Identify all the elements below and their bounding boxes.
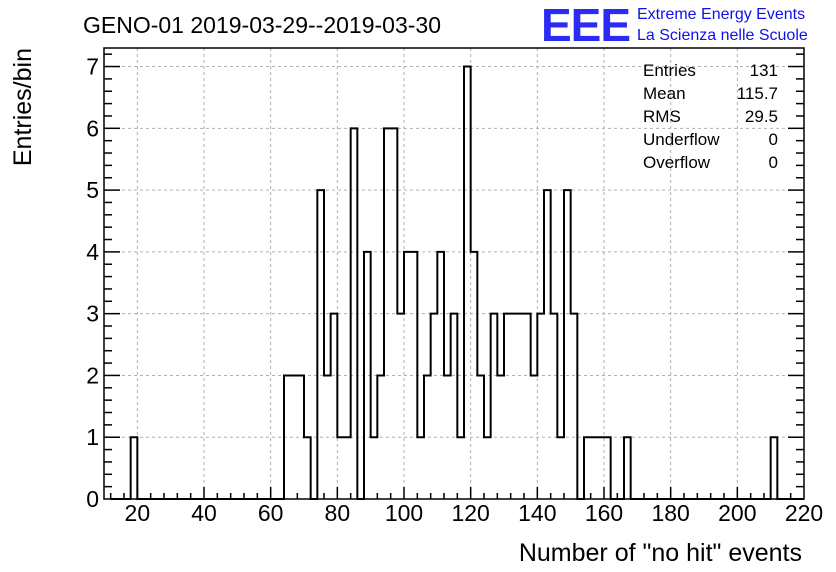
y-tick-label: 2 xyxy=(86,362,99,388)
histogram-bin xyxy=(337,437,344,499)
stats-mean-label: Mean xyxy=(643,84,686,103)
histogram-bin xyxy=(597,437,604,499)
y-tick-label: 7 xyxy=(86,54,99,80)
stats-rms-label: RMS xyxy=(643,107,681,126)
stats-overflow-label: Overflow xyxy=(643,153,711,172)
x-tick-label: 80 xyxy=(325,500,351,526)
stats-mean-value: 115.7 xyxy=(737,84,778,103)
x-tick-label: 120 xyxy=(451,500,489,526)
y-tick-label: 0 xyxy=(86,486,99,512)
stats-overflow-value: 0 xyxy=(769,153,778,172)
x-tick-label: 60 xyxy=(258,500,284,526)
logo-line-2: La Scienza nelle Scuole xyxy=(637,27,808,44)
x-tick-label: 40 xyxy=(191,500,217,526)
stats-rms-value: 29.5 xyxy=(745,107,778,126)
logo-mark: EEE xyxy=(541,0,630,51)
x-tick-label: 100 xyxy=(385,500,423,526)
x-tick-label: 200 xyxy=(718,500,756,526)
stats-entries-label: Entries xyxy=(643,61,696,80)
y-tick-label: 5 xyxy=(86,177,99,203)
histogram-bin xyxy=(344,437,351,499)
stats-underflow-value: 0 xyxy=(769,130,778,149)
x-axis-title: Number of "no hit" events xyxy=(519,539,802,567)
x-tick-label: 160 xyxy=(585,500,623,526)
stats-underflow-label: Underflow xyxy=(643,130,720,149)
y-tick-labels: 0 1 2 3 4 5 6 7 xyxy=(86,54,99,512)
histogram-bin xyxy=(591,437,598,499)
x-tick-label: 20 xyxy=(125,500,151,526)
logo-line-1: Extreme Energy Events xyxy=(637,6,805,23)
stats-entries-value: 131 xyxy=(750,61,778,80)
chart-title: GENO-01 2019-03-29--2019-03-30 xyxy=(83,12,441,38)
histogram-bin xyxy=(417,437,424,499)
x-tick-labels: 20 40 60 80 100 120 140 160 180 200 220 xyxy=(125,500,824,526)
x-tick-label: 140 xyxy=(518,500,556,526)
stats-box: Entries 131 Mean 115.7 RMS 29.5 Underflo… xyxy=(643,61,778,172)
histogram-bin xyxy=(397,314,404,499)
y-axis-title: Entries/bin xyxy=(9,48,37,166)
plot-frame xyxy=(103,47,805,500)
x-tick-label: 220 xyxy=(785,500,823,526)
y-tick-label: 4 xyxy=(86,239,99,265)
histogram-bin xyxy=(371,437,378,499)
histogram-bin xyxy=(457,437,464,499)
histogram-bin xyxy=(557,437,564,499)
y-tick-label: 3 xyxy=(86,301,99,327)
axes xyxy=(103,47,805,500)
histogram-bin xyxy=(484,437,491,499)
x-tick-label: 180 xyxy=(651,500,689,526)
histogram-bin xyxy=(511,314,518,499)
histogram-bin xyxy=(517,314,524,499)
y-tick-label: 6 xyxy=(86,115,99,141)
grid-lines xyxy=(104,48,804,499)
eee-logo: EEE Extreme Energy Events La Scienza nel… xyxy=(541,0,808,51)
y-tick-label: 1 xyxy=(86,424,99,450)
